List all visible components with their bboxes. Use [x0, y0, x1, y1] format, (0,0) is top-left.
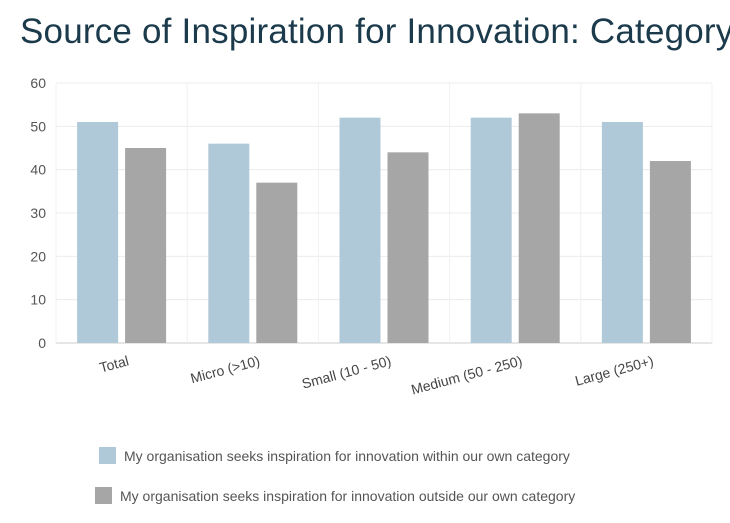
x-tick-label: Small (10 - 50) — [300, 352, 393, 391]
bar-within-3[interactable] — [470, 117, 512, 344]
y-tick-label: 50 — [30, 118, 46, 134]
x-tick-label: Micro (>10) — [189, 352, 262, 386]
bar-outside-2[interactable] — [387, 152, 429, 343]
y-tick-label: 0 — [38, 335, 46, 351]
legend-label-within: My organisation seeks inspiration for in… — [124, 447, 570, 464]
bar-within-0[interactable] — [77, 122, 119, 343]
legend-swatch-within — [99, 447, 116, 464]
x-tick-label: Large (250+) — [573, 352, 655, 388]
bar-outside-3[interactable] — [518, 113, 560, 343]
y-tick-label: 30 — [30, 205, 46, 221]
x-tick-label: Total — [98, 352, 131, 375]
legend-item-outside[interactable]: My organisation seeks inspiration for in… — [95, 487, 575, 504]
y-tick-label: 20 — [30, 248, 46, 264]
x-axis-ticks: Total Micro (>10) Small (10 - 50) Medium (5… — [98, 352, 656, 397]
bar-outside-0[interactable] — [125, 148, 167, 343]
legend-swatch-outside — [95, 487, 112, 504]
bar-within-2[interactable] — [339, 117, 381, 344]
y-tick-label: 10 — [30, 292, 46, 308]
bar-outside-1[interactable] — [256, 182, 298, 343]
bar-chart: 0 10 20 30 40 50 60 Total Micro (>10) Small (10 … — [30, 75, 713, 398]
legend-label-outside: My organisation seeks inspiration for in… — [120, 487, 576, 504]
y-tick-label: 60 — [30, 75, 46, 91]
y-tick-label: 40 — [30, 162, 46, 178]
bar-outside-4[interactable] — [649, 161, 691, 343]
y-axis-ticks: 0 10 20 30 40 50 60 — [30, 75, 46, 351]
bars — [77, 113, 691, 344]
chart-title: Source of Inspiration for Innovation: Ca… — [20, 12, 730, 51]
legend-item-within[interactable]: My organisation seeks inspiration for in… — [99, 447, 570, 464]
bar-within-4[interactable] — [601, 122, 643, 343]
x-tick-label: Medium (50 - 250) — [409, 352, 524, 397]
bar-within-1[interactable] — [208, 143, 250, 343]
